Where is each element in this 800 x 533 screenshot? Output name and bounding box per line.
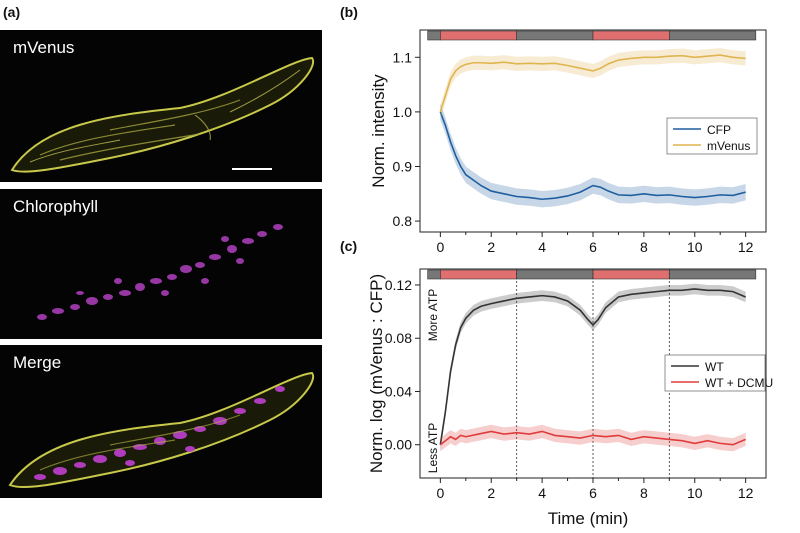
x-tick-label: 6 — [589, 239, 597, 255]
annotation-less-atp: Less ATP — [426, 423, 440, 473]
light-bar-segment-dark — [427, 30, 441, 41]
y-axis-label: Norm. intensity — [369, 74, 388, 188]
x-tick-label: 10 — [687, 239, 703, 255]
y-tick-label: 0.00 — [385, 437, 412, 453]
light-bar-segment-light — [440, 269, 517, 280]
x-tick-label: 6 — [589, 485, 597, 501]
y-tick-label: 0.9 — [393, 158, 413, 174]
x-tick-label: 8 — [640, 485, 648, 501]
y-tick-label: 0.12 — [385, 277, 412, 293]
light-bar-segment-dark — [516, 269, 594, 280]
y-tick-label: 0.04 — [385, 383, 412, 399]
micrograph-chlorophyll: Chlorophyll — [0, 189, 322, 339]
series-band-cfp — [440, 103, 746, 208]
x-tick-label: 2 — [487, 239, 495, 255]
panel-label-a: (a) — [3, 4, 21, 20]
panel-label-b: (b) — [340, 4, 358, 20]
series-line-mvenus — [439, 54, 746, 113]
merge-image — [8, 371, 315, 489]
series-band-wt-dcmu — [440, 424, 746, 452]
y-tick-label: 1.1 — [393, 49, 413, 65]
x-tick-label: 12 — [738, 485, 754, 501]
micrograph-label-chlorophyll: Chlorophyll — [13, 197, 99, 216]
legend-entry: mVenus — [707, 139, 750, 153]
micrograph-label-merge: Merge — [13, 353, 62, 372]
legend-entry: WT — [705, 360, 724, 374]
y-tick-label: 1.0 — [393, 104, 413, 120]
x-tick-label: 0 — [436, 485, 444, 501]
light-bar-segment-light — [592, 269, 670, 280]
legend-entry: WT + DCMU — [705, 376, 773, 390]
micrograph-merge: Merge — [0, 345, 322, 498]
chlorophyll-image — [37, 224, 283, 320]
y-axis-label: Norm. log (mVenus : CFP) — [367, 274, 386, 473]
light-bar-segment-light — [592, 30, 670, 41]
x-tick-label: 4 — [538, 485, 546, 501]
x-tick-label: 8 — [640, 239, 648, 255]
light-bar-segment-dark — [427, 269, 441, 280]
series-band-mvenus — [440, 48, 746, 119]
x-tick-label: 12 — [738, 239, 754, 255]
y-tick-label: 0.8 — [393, 213, 413, 229]
series-line-cfp — [439, 111, 746, 201]
micrograph-mvenus: mVenus — [0, 30, 322, 182]
legend-box — [664, 354, 766, 392]
panel-label-c: (c) — [340, 238, 358, 254]
annotation-more-atp: More ATP — [426, 289, 440, 341]
legend-entry: CFP — [707, 123, 731, 137]
light-bar-segment-dark — [669, 30, 757, 41]
light-bar-segment-dark — [669, 269, 757, 280]
x-tick-label: 10 — [687, 485, 703, 501]
light-bar-segment-light — [440, 30, 517, 41]
series-line-wt-dcmu — [439, 430, 746, 446]
y-tick-label: 0.08 — [385, 330, 412, 346]
legend-box — [666, 117, 758, 155]
x-tick-label: 2 — [487, 485, 495, 501]
x-tick-label: 4 — [538, 239, 546, 255]
series-line-wt — [439, 288, 746, 445]
micrograph-label-mvenus: mVenus — [13, 38, 75, 57]
x-axis-label: Time (min) — [548, 509, 629, 528]
x-tick-label: 0 — [436, 239, 444, 255]
light-bar-segment-dark — [516, 30, 594, 41]
mvenus-cell-image — [10, 56, 315, 173]
